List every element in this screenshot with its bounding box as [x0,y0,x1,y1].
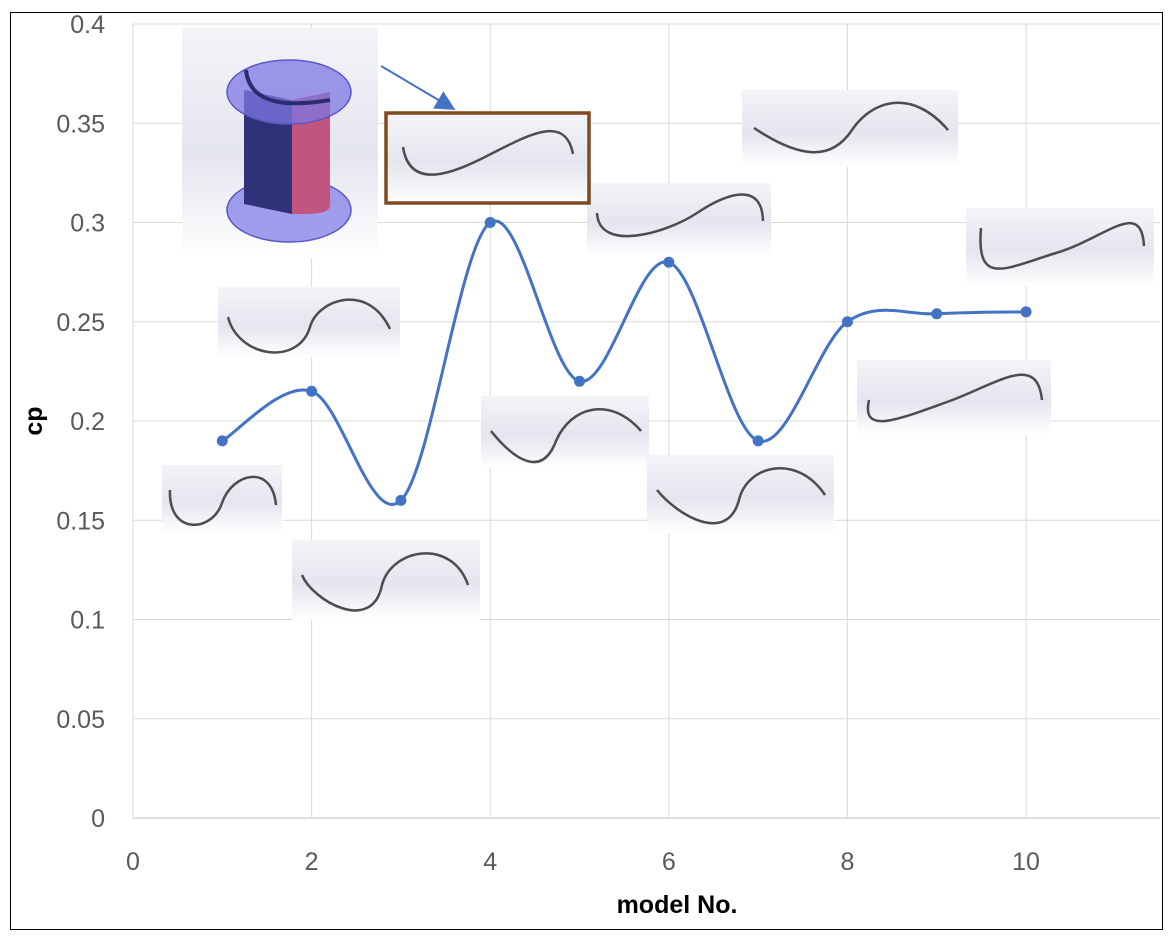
y-tick-label: 0.2 [70,408,105,436]
cp-data-point [1020,306,1032,318]
cp-data-point [663,256,675,268]
cp-data-point [216,435,228,447]
x-tick-label: 6 [662,848,676,876]
profile-inset-curve [401,129,575,176]
profile-inset-bg [218,287,400,357]
y-tick-label: 0.25 [56,309,105,337]
profile-inset-bg [292,540,480,620]
x-tick-label: 10 [1012,848,1040,876]
profile-inset-bg [481,396,649,468]
x-tick-label: 4 [483,848,497,876]
chart-frame [10,12,1163,930]
x-axis-title: model No. [617,891,738,919]
y-tick-label: 0.05 [56,706,105,734]
profile-inset-bg [966,208,1154,286]
y-tick-label: 0 [91,805,105,833]
cp-data-point [484,217,496,228]
cp-data-point [395,494,407,506]
cp-data-point [574,375,586,387]
y-tick-label: 0.15 [56,507,105,535]
profile-inset-curve [490,407,642,464]
profile-inset-bg [742,90,958,167]
rotor-top-plate [226,59,352,125]
profile-inset-curve [168,475,278,527]
cp-data-point [752,435,764,447]
profile-inset-curve [866,373,1044,423]
y-tick-label: 0.35 [56,110,105,138]
profile-inset-curve [226,298,392,354]
profile-inset-bg [162,465,282,533]
profile-inset-curve [300,552,470,612]
profile-inset-curve [753,101,949,154]
y-tick-label: 0.1 [70,607,105,635]
profile-inset-curve [595,193,765,238]
x-tick-label: 2 [305,848,319,876]
y-tick-label: 0.4 [70,11,105,39]
highlight-box [384,111,591,205]
y-tick-label: 0.3 [70,210,105,238]
profile-inset-curve [656,467,827,525]
x-tick-label: 0 [126,848,140,876]
cp-data-point [306,385,318,397]
cp-data-point [931,308,943,320]
rotor-blade-edge [244,69,331,106]
y-axis-title: cp [20,406,48,435]
highlight-arrow [380,65,456,111]
profile-inset-bg [385,112,590,204]
x-tick-label: 8 [840,848,854,876]
profile-inset-bg [857,360,1051,435]
profile-inset-curve [979,221,1146,270]
cp-data-point [841,316,853,328]
